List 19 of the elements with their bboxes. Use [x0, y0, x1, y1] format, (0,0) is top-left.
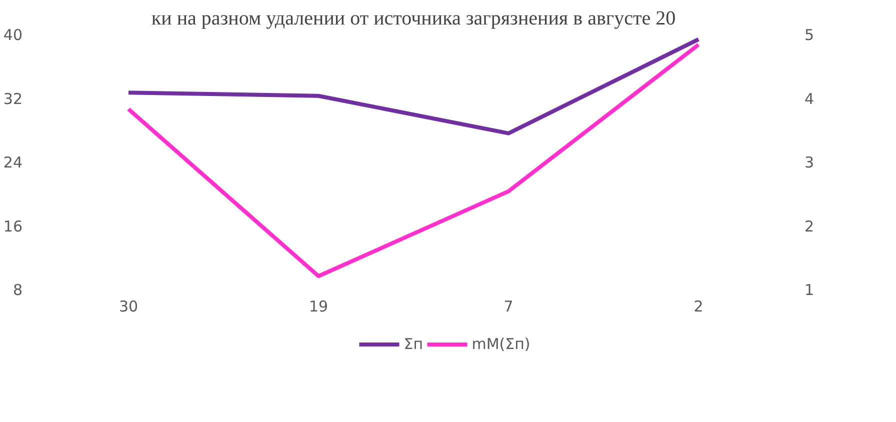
y-tick-label: 16 [3, 217, 23, 236]
y2-tick-label: 4 [804, 90, 814, 108]
x-tick-label: 2 [694, 298, 704, 316]
y2-tick-label: 5 [804, 26, 814, 44]
y-tick-label: 32 [3, 90, 23, 108]
y2-tick-label: 3 [804, 154, 814, 172]
chart-title: ки на разном удалении от источника загрязнения в августе 20 [151, 8, 676, 30]
y-tick-label: 40 [3, 26, 23, 44]
legend-label: Σп [404, 335, 424, 353]
y-tick-label: 24 [3, 154, 23, 172]
y-tick-label: 8 [12, 281, 23, 299]
y2-tick-label: 1 [804, 281, 814, 299]
x-tick-label: 7 [504, 298, 514, 316]
x-tick-label: 30 [118, 298, 138, 316]
x-tick-label: 19 [308, 298, 328, 316]
line-series [126, 42, 700, 278]
legend-label: mM(Σп) [472, 335, 530, 353]
line-series [126, 37, 700, 136]
y2-tick-label: 2 [804, 217, 814, 236]
